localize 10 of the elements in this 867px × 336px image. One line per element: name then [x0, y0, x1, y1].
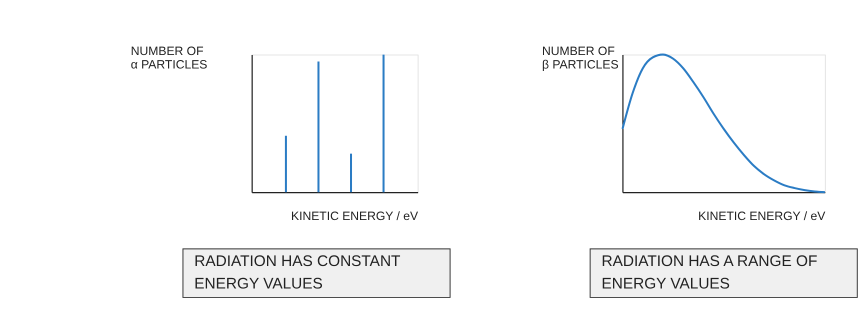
bar	[284, 136, 287, 192]
x-axis-title: KINETIC ENERGY / eV	[698, 209, 826, 224]
bar	[317, 61, 320, 192]
y-axis-title: NUMBER OF β PARTICLES	[542, 44, 619, 72]
bar	[350, 154, 352, 192]
x-axis-title: KINETIC ENERGY / eV	[290, 209, 420, 224]
bar	[382, 54, 385, 192]
y-axis-title: NUMBER OF α PARTICLES	[130, 44, 208, 72]
text: RADIATION HAS A RANGE OF ENERGY VALUES	[601, 252, 818, 293]
text: RADIATION HAS CONSTANT ENERGY VALUES	[194, 252, 402, 293]
